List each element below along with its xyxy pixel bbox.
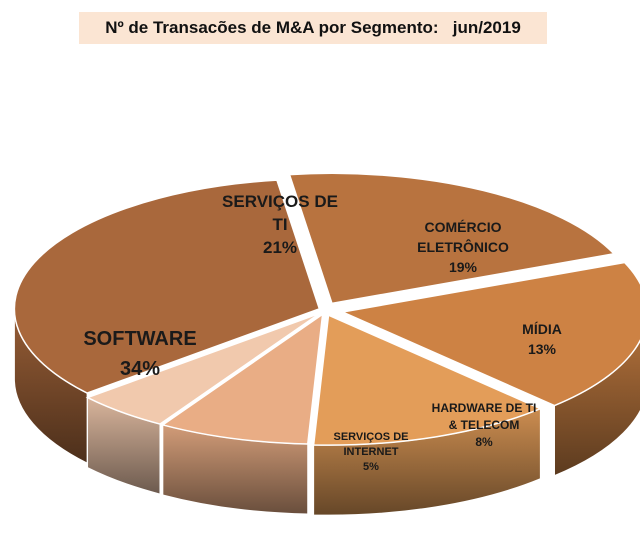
slice-label: SOFTWARE 34%	[83, 328, 196, 380]
slice-label: SERVIÇOS DE TI 21%	[222, 192, 338, 257]
slice-value-label: 13%	[528, 341, 557, 357]
slice-value-label: 19%	[449, 259, 478, 275]
slice-label: HARDWARE DE TI & TELECOM 8%	[432, 401, 537, 449]
slice-value-label: 8%	[475, 435, 493, 449]
pie-slice	[85, 312, 321, 425]
slice-label: MÍDIA 13%	[522, 321, 562, 357]
pie-slice	[312, 314, 543, 446]
pie-slice	[340, 261, 640, 407]
chart-title: Nº de Transacões de M&A por Segmento: ju…	[79, 12, 547, 44]
slice-label: COMÉRCIO ELETRÔNICO 19%	[417, 219, 509, 275]
pie-slice	[13, 179, 321, 394]
slice-value-label: 21%	[263, 238, 297, 257]
pie-slice	[288, 172, 616, 305]
slice-value-label: 34%	[120, 358, 160, 380]
slice-value-label: 5%	[363, 461, 379, 473]
pie-slice	[161, 312, 324, 445]
slice-label: SERVIÇOS DE INTERNET 5%	[334, 431, 409, 473]
